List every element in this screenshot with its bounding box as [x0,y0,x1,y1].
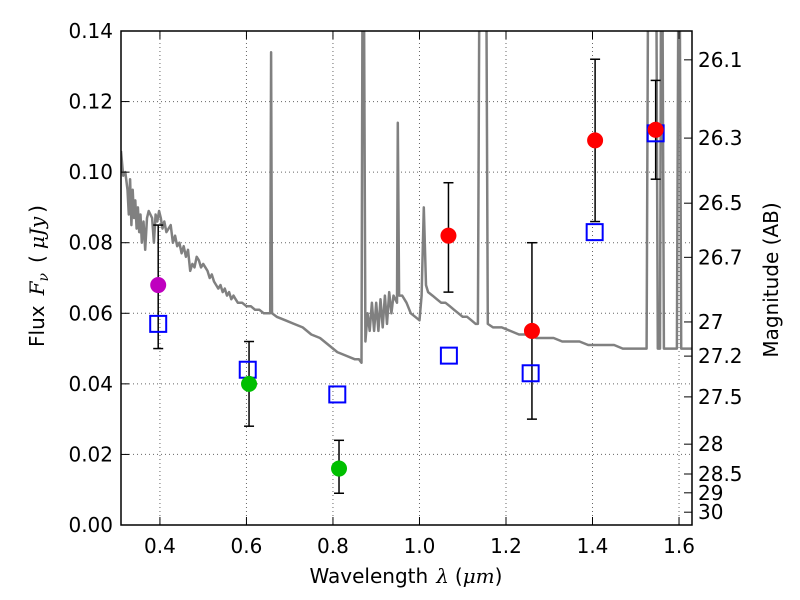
model-spectrum-layer [121,31,692,364]
y2-tick-label: 27.2 [698,344,743,368]
y2-tick-label: 26.5 [698,191,743,215]
y-axis-label: FluxFν(μJy) [25,205,52,347]
y2-tick-label: 30 [698,500,723,524]
x-axis-label: Wavelength λ (μm) [310,564,503,588]
observed-flux-point [331,460,348,477]
x-tick-label: 1.6 [663,534,695,558]
data-markers [149,121,665,477]
observed-flux-point [150,277,167,294]
y2-tick-label: 27.5 [698,385,743,409]
error-bars [153,58,661,494]
y-tick-label: 0.12 [68,90,113,114]
y-tick-label: 0.14 [68,19,113,43]
y2-tick-label: 27 [698,310,723,334]
y2-axis-label: Magnitude (AB) [759,202,783,357]
plot-frame [120,30,693,526]
model-flux-square [149,314,168,333]
model-flux-square [439,346,458,365]
y-tick-label: 0.10 [68,160,113,184]
model-flux-square [328,385,347,404]
grid-lines [121,30,692,526]
axis-ticks: 0.4 0.6 0.8 1.0 1.2 1.4 1.6 0.00 0.02 0.04 0.06 0.0… [68,19,742,558]
x-tick-label: 1.4 [577,534,609,558]
y2-tick-label: 26.3 [698,126,743,150]
x-tick-label: 1.0 [404,534,436,558]
y2-tick-label: 28 [698,432,723,456]
x-tick-label: 1.2 [490,534,522,558]
y-tick-label: 0.00 [68,513,113,537]
model-flux-square [521,364,540,383]
observed-flux-point [647,121,664,138]
y2-tick-label: 29 [698,481,723,505]
model-flux-square [585,223,604,242]
model-flux-square [238,360,257,379]
observed-flux-point [440,227,457,244]
observed-flux-point [587,132,604,149]
observed-flux-point [523,322,540,339]
model-spectrum-line [121,31,692,364]
x-tick-label: 0.8 [317,534,349,558]
y2-tick-label: 28.5 [698,462,743,486]
y2-tick-label: 26.1 [698,48,743,72]
y-tick-label: 0.08 [68,231,113,255]
observed-flux-point [241,375,258,392]
y-tick-label: 0.04 [68,372,113,396]
plot-border [120,30,693,526]
x-tick-label: 0.4 [144,534,176,558]
x-tick-label: 0.6 [231,534,263,558]
y-tick-label: 0.06 [68,301,113,325]
y2-tick-label: 26.7 [698,245,743,269]
y-tick-label: 0.02 [68,442,113,466]
